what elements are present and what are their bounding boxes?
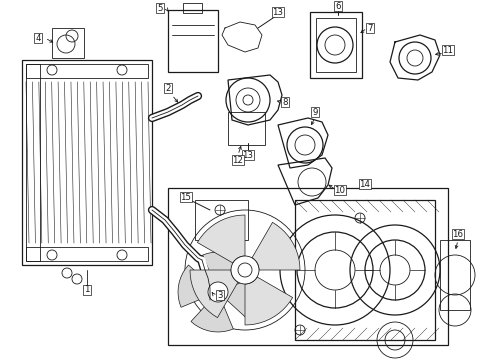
Circle shape [208, 282, 228, 302]
Polygon shape [252, 222, 300, 270]
Polygon shape [191, 300, 233, 332]
Text: 4: 4 [35, 33, 41, 42]
Text: 5: 5 [157, 4, 163, 13]
Bar [22, 60, 152, 265]
Bar [228, 112, 265, 145]
Text: 13: 13 [243, 150, 253, 159]
Polygon shape [245, 277, 293, 325]
Bar [168, 10, 218, 72]
Text: 2: 2 [165, 84, 171, 93]
Circle shape [231, 256, 259, 284]
Polygon shape [225, 277, 258, 319]
Text: 6: 6 [335, 1, 341, 10]
Text: 15: 15 [180, 193, 192, 202]
Text: 14: 14 [360, 180, 370, 189]
Bar [26, 247, 148, 261]
Bar [52, 28, 84, 58]
Bar [316, 18, 356, 72]
Text: 8: 8 [282, 98, 288, 107]
Text: 10: 10 [335, 185, 345, 194]
Text: 16: 16 [452, 230, 464, 239]
Text: 1: 1 [84, 285, 90, 294]
Bar [168, 188, 448, 345]
Bar [310, 12, 362, 78]
Text: 7: 7 [367, 23, 373, 32]
Bar [440, 240, 470, 310]
Bar [295, 200, 435, 340]
Bar [195, 200, 248, 240]
Bar [26, 64, 148, 78]
Text: 13: 13 [272, 8, 284, 17]
Polygon shape [190, 270, 238, 318]
Bar [26, 64, 40, 261]
Text: 11: 11 [442, 45, 454, 54]
Text: 9: 9 [312, 108, 318, 117]
Polygon shape [197, 215, 245, 263]
Bar [183, 3, 202, 13]
Text: 3: 3 [217, 291, 223, 300]
Text: 12: 12 [232, 156, 244, 165]
Polygon shape [178, 265, 211, 307]
Polygon shape [203, 252, 245, 285]
